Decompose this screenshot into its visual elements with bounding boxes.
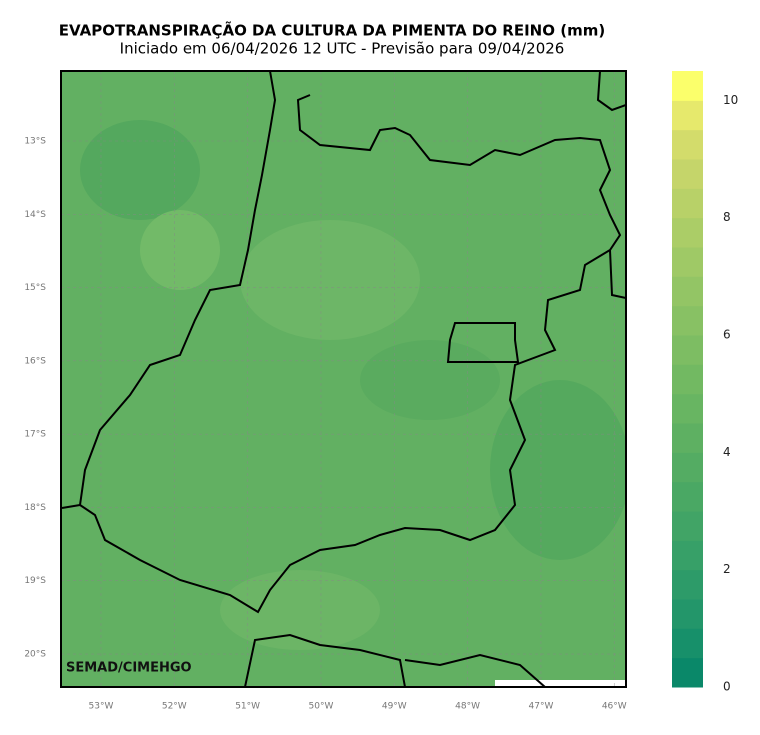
colorbar-band <box>672 100 703 131</box>
colorbar-band <box>672 452 703 483</box>
lon-label: 46°W <box>602 702 627 712</box>
colorbar-band <box>672 217 703 248</box>
colorbar-band <box>672 540 703 571</box>
colorbar-band <box>672 129 703 160</box>
lat-label: 16°S <box>24 356 46 366</box>
lat-label: 17°S <box>24 430 46 440</box>
lat-label: 13°S <box>24 136 46 146</box>
colorbar-band <box>672 71 703 101</box>
lat-label: 18°S <box>24 503 46 513</box>
borders <box>61 71 626 687</box>
lon-label: 52°W <box>162 702 187 712</box>
colorbar-band <box>672 247 703 277</box>
lat-label: 19°S <box>24 576 46 586</box>
map-frame <box>60 70 627 688</box>
map-field: SEMAD/CIMEHGO <box>61 71 626 687</box>
colorbar-band <box>672 276 703 307</box>
colorbar-band <box>672 599 703 629</box>
colorbar-band <box>672 481 703 512</box>
lon-label: 51°W <box>235 702 260 712</box>
colorbar-band <box>672 393 703 424</box>
colorbar-tick-label: 2 <box>723 562 731 576</box>
colorbar-tick-label: 8 <box>723 210 731 224</box>
colorbar-band <box>672 364 703 395</box>
lon-label: 47°W <box>529 702 554 712</box>
colorbar-band <box>672 569 703 600</box>
subtitle: Iniciado em 06/04/2026 12 UTC - Previsão… <box>120 40 565 58</box>
lon-label: 49°W <box>382 702 407 712</box>
colorbar: 0 2 4 6 8 10 <box>672 71 738 694</box>
colorbar-band <box>672 628 703 659</box>
colorbar-band <box>672 188 703 219</box>
lon-label: 50°W <box>309 702 334 712</box>
lat-label: 14°S <box>24 210 46 220</box>
colorbar-band <box>672 335 703 365</box>
colorbar-tick-label: 4 <box>723 445 731 459</box>
colorbar-band <box>672 305 703 336</box>
title: EVAPOTRANSPIRAÇÃO DA CULTURA DA PIMENTA … <box>59 21 605 40</box>
colorbar-tick-label: 6 <box>723 328 731 342</box>
colorbar-tick-label: 0 <box>723 680 731 694</box>
lat-label: 20°S <box>24 650 46 660</box>
lat-label: 15°S <box>24 283 46 293</box>
colorbar-band <box>672 423 703 453</box>
colorbar-band <box>672 159 703 189</box>
colorbar-band <box>672 511 703 541</box>
lon-label: 48°W <box>455 702 480 712</box>
credit: SEMAD/CIMEHGO <box>66 661 192 676</box>
colorbar-band <box>672 657 703 688</box>
colorbar-tick-label: 10 <box>723 93 738 107</box>
lon-label: 53°W <box>89 702 114 712</box>
